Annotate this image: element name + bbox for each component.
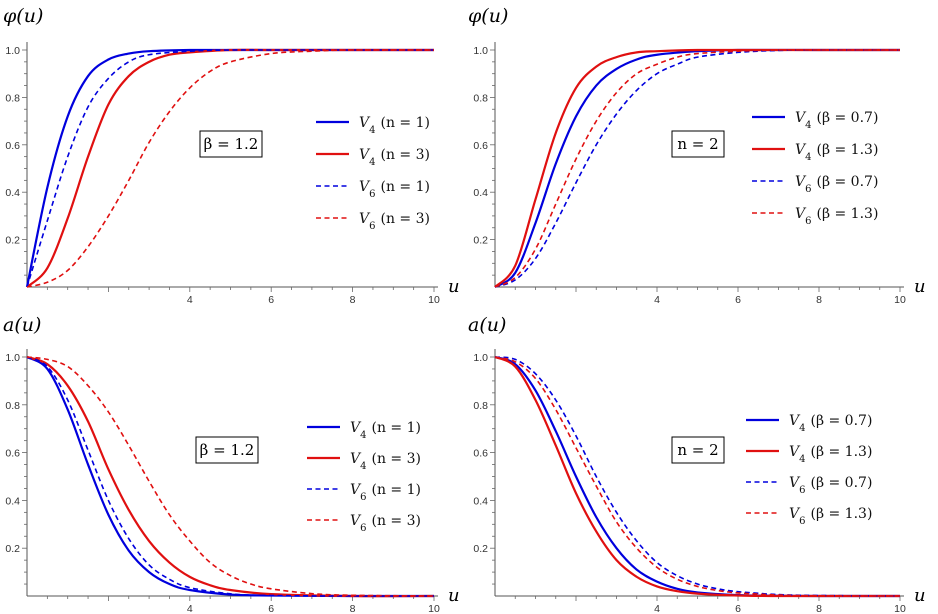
x-tick-label: 8 xyxy=(816,603,822,614)
legend-label: V6 (n = 1) xyxy=(350,482,421,503)
series-line-3 xyxy=(494,49,901,288)
y-axis-label: φ(u) xyxy=(3,5,43,27)
series-line-1 xyxy=(25,48,434,288)
x-tick-label: 10 xyxy=(428,603,440,614)
series-line-4 xyxy=(494,356,901,597)
x-tick-label: 4 xyxy=(187,603,193,614)
legend-label: V4 (β = 1.3) xyxy=(789,444,872,465)
legend: V4 (β = 0.7) V4 (β = 1.3) V6 (β = 0.7) V6 (β = … xyxy=(746,413,872,527)
annotation-box xyxy=(199,130,263,158)
x-tick-label: 6 xyxy=(268,294,274,306)
legend-label: V4 (n = 3) xyxy=(359,147,430,168)
x-axis-label: u xyxy=(914,585,926,606)
y-axis-label: a(u) xyxy=(468,314,506,336)
y-tick-label: 0.2 xyxy=(473,543,488,555)
series-line-1 xyxy=(494,48,900,288)
legend: V4 (n = 1) V4 (n = 3) V6 (n = 1) V6 (n = 3) xyxy=(307,420,421,534)
series-line-4 xyxy=(26,49,435,288)
chart-panel-2: 4 6 8 10 0.2 0.4 0.6 0.8 1.0 φ(u) u n = 2 V4 (β = 0.7… xyxy=(468,5,926,306)
legend-label: V6 (β = 0.7) xyxy=(795,174,878,195)
x-tick-label: 4 xyxy=(654,603,660,614)
x-tick-label: 10 xyxy=(428,294,440,306)
legend: V4 (β = 0.7) V4 (β = 1.3) V6 (β = 0.7) V6 (β = … xyxy=(752,110,878,227)
y-tick-label: 1.0 xyxy=(473,45,488,57)
annotation-text: β = 1.2 xyxy=(200,441,255,459)
legend-label: V4 (β = 1.3) xyxy=(795,142,878,163)
y-tick-label: 0.6 xyxy=(473,140,488,152)
series-line-2 xyxy=(26,355,435,598)
y-axis-label: φ(u) xyxy=(468,5,508,27)
x-axis-label: u xyxy=(448,585,460,606)
x-tick-label: 4 xyxy=(654,294,660,306)
legend-label: V6 (β = 1.3) xyxy=(795,206,878,227)
series-line-2 xyxy=(26,48,434,288)
x-tick-label: 6 xyxy=(735,294,741,306)
y-tick-label: 1.0 xyxy=(5,352,20,364)
series-line-1 xyxy=(26,356,435,598)
annotation-text: β = 1.2 xyxy=(204,135,259,153)
y-tick-label: 0.2 xyxy=(473,235,488,247)
y-tick-label: 0.6 xyxy=(5,140,20,152)
y-tick-label: 0.4 xyxy=(473,495,488,507)
y-tick-label: 0.2 xyxy=(5,235,20,247)
legend-label: V6 (n = 3) xyxy=(350,513,421,534)
y-tick-label: 0.2 xyxy=(5,543,20,555)
annotation-box xyxy=(671,436,725,464)
legend-label: V4 (n = 1) xyxy=(359,115,430,136)
x-tick-label: 10 xyxy=(894,603,906,614)
y-tick-label: 0.4 xyxy=(5,495,20,507)
x-axis-label: u xyxy=(448,276,460,297)
series-line-4 xyxy=(494,49,900,288)
x-tick-label: 10 xyxy=(894,294,906,306)
series-line-2 xyxy=(494,48,900,288)
legend-label: V6 (n = 3) xyxy=(359,211,430,232)
annotation-text: n = 2 xyxy=(677,441,718,459)
legend-label: V4 (n = 1) xyxy=(350,420,421,441)
chart-panel-3: 4 6 8 10 0.2 0.4 0.6 0.8 1.0 a(u) u β = 1.2 V4 (n = 1… xyxy=(3,314,460,614)
y-tick-label: 1.0 xyxy=(5,45,20,57)
y-tick-label: 0.4 xyxy=(473,187,488,199)
annotation-box xyxy=(195,436,259,464)
legend-label: V4 (n = 3) xyxy=(350,451,421,472)
chart-panel-1: 4 6 8 10 0.2 0.4 0.6 0.8 1.0 φ(u) u β = 1.2 V4 (n = 1… xyxy=(3,5,460,306)
y-tick-label: 0.8 xyxy=(473,92,488,104)
y-tick-label: 1.0 xyxy=(473,352,488,364)
x-tick-label: 4 xyxy=(187,294,193,306)
x-tick-label: 8 xyxy=(350,294,356,306)
x-axis-label: u xyxy=(914,276,926,297)
x-tick-label: 8 xyxy=(350,603,356,614)
y-tick-label: 0.8 xyxy=(5,92,20,104)
legend: V4 (n = 1) V4 (n = 3) V6 (n = 1) V6 (n = 3) xyxy=(316,115,430,232)
annotation-text: n = 2 xyxy=(677,135,718,153)
y-axis-label: a(u) xyxy=(3,314,41,336)
y-tick-label: 0.6 xyxy=(473,448,488,460)
legend-label: V6 (β = 0.7) xyxy=(789,475,872,496)
x-tick-label: 6 xyxy=(268,603,274,614)
legend-label: V4 (β = 0.7) xyxy=(789,413,872,434)
x-tick-label: 6 xyxy=(735,603,741,614)
legend-label: V6 (β = 1.3) xyxy=(789,506,872,527)
legend-label: V4 (β = 0.7) xyxy=(795,110,878,131)
y-tick-label: 0.4 xyxy=(5,187,20,199)
series-line-3 xyxy=(26,49,434,288)
y-tick-label: 0.8 xyxy=(473,400,488,412)
y-tick-label: 0.6 xyxy=(5,448,20,460)
y-tick-label: 0.8 xyxy=(5,400,20,412)
annotation-box xyxy=(671,130,725,158)
chart-panel-4: 4 6 8 10 0.2 0.4 0.6 0.8 1.0 a(u) u n = 2 V4 (β = 0.7… xyxy=(468,314,926,614)
series-line-2 xyxy=(494,355,900,598)
series-line-3 xyxy=(26,356,435,597)
legend-label: V6 (n = 1) xyxy=(359,179,430,200)
series-line-4 xyxy=(26,356,435,597)
x-tick-label: 8 xyxy=(816,294,822,306)
